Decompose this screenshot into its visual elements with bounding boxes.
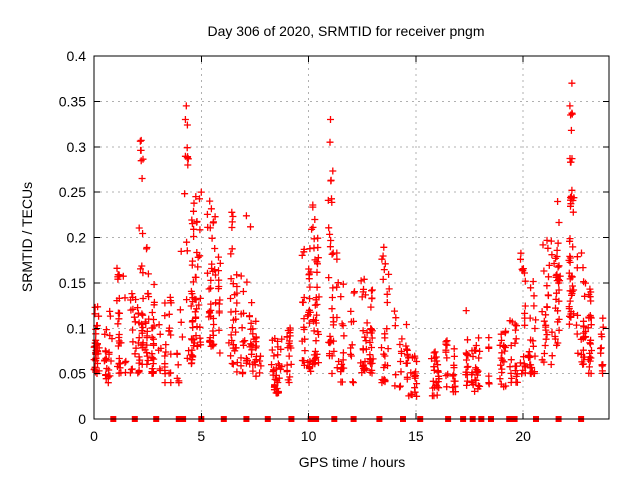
x-tick-label: 20 [515, 428, 531, 444]
y-tick-label: 0.2 [67, 230, 87, 246]
y-tick-label: 0.15 [59, 275, 86, 291]
scatter-points [90, 79, 607, 400]
y-tick-label: 0.3 [67, 139, 87, 155]
y-tick-label: 0.35 [59, 93, 86, 109]
gridlines [94, 56, 609, 419]
y-tick-label: 0.1 [67, 320, 87, 336]
y-tick-labels: 0 0.05 0.1 0.15 0.2 0.25 0.3 0.35 0.4 [59, 48, 86, 427]
chart-title: Day 306 of 2020, SRMTID for receiver png… [207, 23, 485, 39]
y-tick-label: 0 [78, 411, 86, 427]
x-tick-label: 10 [301, 428, 317, 444]
x-tick-labels: 0 5 10 15 20 [90, 428, 531, 444]
x-tick-label: 0 [90, 428, 98, 444]
y-tick-label: 0.25 [59, 184, 86, 200]
x-axis-title: GPS time / hours [298, 454, 406, 470]
y-tick-label: 0.4 [67, 48, 87, 64]
y-tick-label: 0.05 [59, 366, 86, 382]
x-tick-label: 5 [197, 428, 205, 444]
x-tick-label: 15 [408, 428, 424, 444]
axis-ticks [93, 55, 609, 420]
